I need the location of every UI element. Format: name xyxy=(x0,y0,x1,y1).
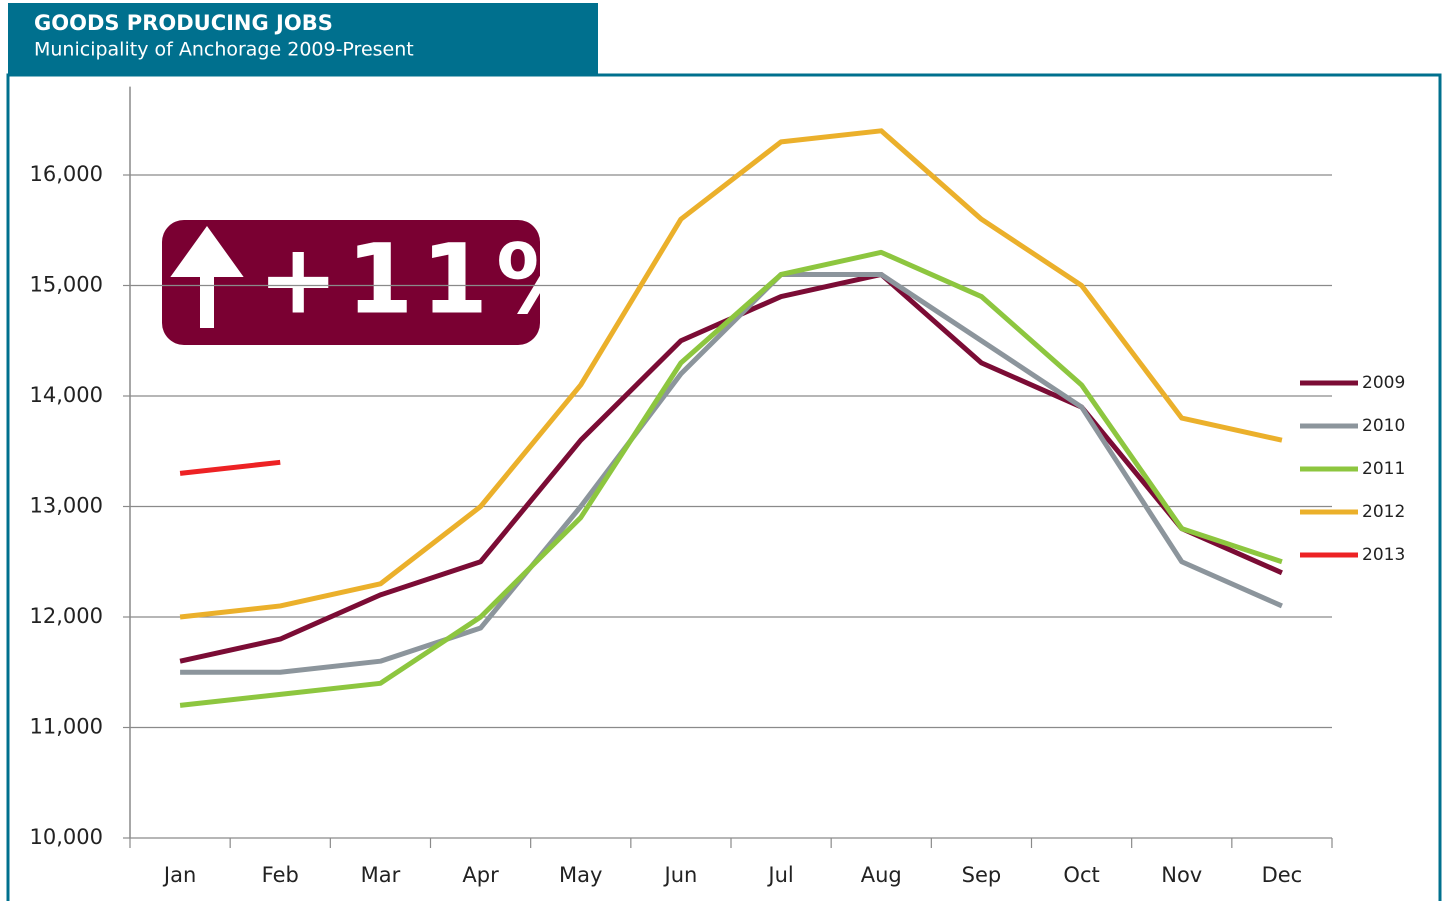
legend-label: 2010 xyxy=(1362,416,1405,436)
x-tick-label: Jul xyxy=(766,863,793,887)
series-line xyxy=(180,271,1283,675)
series-line xyxy=(179,249,1283,708)
x-tick-label: Mar xyxy=(361,863,401,887)
x-tick-label: Jan xyxy=(162,863,196,887)
header-box xyxy=(8,3,598,76)
y-tick-label: 14,000 xyxy=(30,383,103,407)
x-tick-label: Nov xyxy=(1161,863,1202,887)
annotation: +11% xyxy=(258,223,600,335)
legend-label: 2009 xyxy=(1362,373,1405,393)
chart-subtitle: Municipality of Anchorage 2009-Present xyxy=(34,39,414,61)
y-tick-label: 16,000 xyxy=(30,162,103,186)
legend-label: 2013 xyxy=(1362,545,1405,565)
y-tick-label: 10,000 xyxy=(30,825,103,849)
chart-title: GOODS PRODUCING JOBS xyxy=(34,11,333,35)
x-tick-label: Sep xyxy=(962,863,1002,887)
x-tick-label: Oct xyxy=(1063,863,1099,887)
y-tick-label: 11,000 xyxy=(30,715,103,739)
annotation-badge xyxy=(162,220,540,345)
legend-label: 2012 xyxy=(1362,502,1405,522)
x-tick-label: Feb xyxy=(262,863,299,887)
y-tick-label: 13,000 xyxy=(30,494,103,518)
series-line xyxy=(179,128,1283,620)
series-line xyxy=(179,459,281,476)
x-tick-label: Aug xyxy=(861,863,902,887)
chart-frame xyxy=(6,73,1442,901)
legend-label: 2011 xyxy=(1362,459,1405,479)
y-tick-label: 12,000 xyxy=(30,604,103,628)
up-arrow-icon xyxy=(170,226,244,328)
x-tick-label: Apr xyxy=(462,863,499,887)
x-tick-label: Jun xyxy=(663,863,698,887)
x-tick-label: May xyxy=(559,863,602,887)
x-tick-label: Dec xyxy=(1262,863,1303,887)
y-tick-label: 15,000 xyxy=(30,273,103,297)
